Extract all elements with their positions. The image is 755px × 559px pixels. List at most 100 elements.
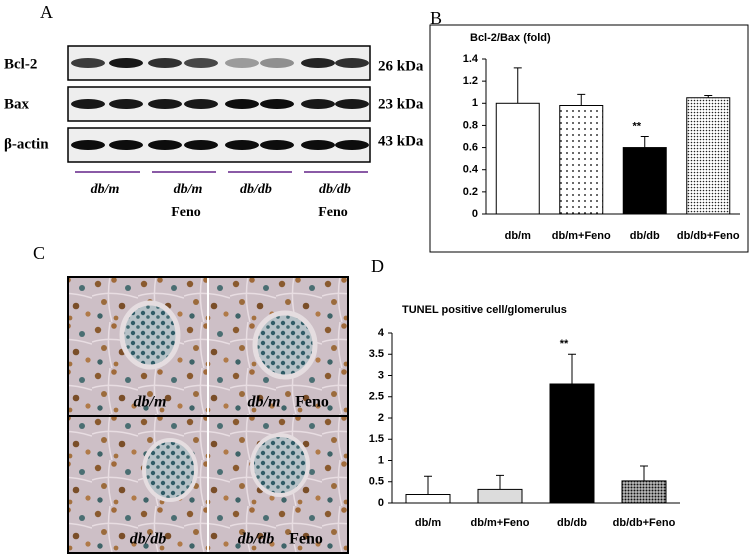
x-tick-label: db/m: [505, 230, 531, 242]
x-tick-label: db/m+Feno: [552, 230, 611, 242]
x-tick-label: db/m+Feno: [471, 517, 530, 529]
blot-band: [148, 99, 182, 109]
image-label: db/m: [134, 394, 167, 411]
y-tick-label: 1: [378, 454, 384, 466]
error-bar: [640, 136, 649, 148]
error-bar: [513, 67, 522, 104]
blot-size: 23 kDa: [378, 96, 424, 112]
y-tick-label: 2.5: [369, 391, 384, 403]
blot-band: [71, 58, 105, 68]
y-tick-label: 0.5: [369, 476, 384, 488]
error-bar: [704, 95, 713, 98]
blot-label: Bcl-2: [4, 56, 37, 72]
image-label: db/m: [248, 394, 281, 411]
significance-label: **: [560, 338, 569, 350]
y-tick-label: 0: [378, 497, 384, 509]
blot-band: [225, 58, 259, 68]
bar: [622, 147, 667, 215]
image-border: [67, 276, 349, 554]
western-blot: [67, 45, 371, 163]
error-bar: [424, 475, 432, 495]
group-label: db/db: [319, 182, 351, 197]
blot-band: [109, 99, 143, 109]
blot-band: [335, 99, 369, 109]
blot-band: [335, 58, 369, 68]
y-tick-label: 1.4: [463, 53, 479, 65]
y-tick-label: 0.4: [463, 164, 479, 176]
y-tick-label: 0: [472, 208, 478, 220]
bar: [559, 105, 604, 215]
panel-letter: A: [40, 2, 53, 22]
blot-band: [109, 58, 143, 68]
blot-band: [184, 99, 218, 109]
blot-band: [260, 99, 294, 109]
chart-title: TUNEL positive cell/glomerulus: [402, 304, 567, 316]
group-label: db/m: [91, 182, 120, 197]
blot-band: [109, 140, 143, 150]
y-tick-label: 0.2: [463, 186, 478, 198]
blot-label: β-actin: [4, 136, 49, 152]
image-label: Feno: [289, 531, 323, 548]
bar: [495, 102, 540, 215]
blot-band: [148, 140, 182, 150]
blot-band: [301, 58, 335, 68]
blot-band: [184, 140, 218, 150]
y-tick-label: 4: [378, 327, 385, 339]
y-tick-label: 3: [378, 369, 384, 381]
error-bar: [640, 465, 648, 481]
y-tick-label: 3.5: [369, 348, 384, 360]
y-tick-label: 0.6: [463, 141, 478, 153]
glomerulus: [250, 433, 310, 497]
chart-title: Bcl-2/Bax (fold): [470, 32, 551, 44]
y-tick-label: 0.8: [463, 119, 478, 131]
group-label: db/db: [240, 182, 272, 197]
blot-band: [184, 58, 218, 68]
blot-band: [225, 99, 259, 109]
blot-band: [148, 58, 182, 68]
bar: [686, 97, 731, 215]
group-label: Feno: [318, 205, 348, 220]
bar: [405, 494, 451, 504]
panel-letter: C: [33, 243, 45, 263]
group-label: db/m: [174, 182, 203, 197]
panel-letter: B: [430, 8, 442, 28]
bar: [549, 383, 595, 504]
blot-band: [260, 140, 294, 150]
blot-band: [71, 140, 105, 150]
x-tick-label: db/m: [415, 517, 441, 529]
bar: [477, 488, 523, 504]
blot-band: [225, 140, 259, 150]
y-tick-label: 1.2: [463, 75, 478, 87]
image-label: Feno: [295, 394, 329, 411]
y-tick-label: 1.5: [369, 433, 384, 445]
blot-band: [260, 58, 294, 68]
x-tick-label: db/db+Feno: [677, 230, 740, 242]
glomerulus: [252, 310, 318, 380]
image-label: db/db: [130, 531, 166, 548]
x-tick-label: db/db+Feno: [613, 517, 676, 529]
blot-band: [71, 99, 105, 109]
blot-band: [301, 99, 335, 109]
significance-label: **: [632, 120, 641, 132]
bar: [621, 480, 667, 504]
y-tick-label: 1: [472, 97, 478, 109]
glomerulus: [142, 438, 198, 502]
glomerulus: [119, 300, 181, 370]
blot-size: 43 kDa: [378, 133, 424, 149]
panel-frame: [429, 24, 749, 253]
error-bar: [496, 474, 504, 490]
error-bar: [577, 93, 586, 106]
image-label: db/db: [238, 531, 274, 548]
blot-band: [335, 140, 369, 150]
error-bar: [568, 353, 576, 384]
blot-label: Bax: [4, 96, 30, 112]
x-tick-label: db/db: [630, 230, 660, 242]
blot-band: [301, 140, 335, 150]
x-tick-label: db/db: [557, 517, 587, 529]
blot-size: 26 kDa: [378, 58, 424, 74]
panel-letter: D: [371, 256, 384, 276]
histology-image: [67, 276, 349, 554]
y-tick-label: 2: [378, 412, 384, 424]
group-label: Feno: [171, 205, 201, 220]
